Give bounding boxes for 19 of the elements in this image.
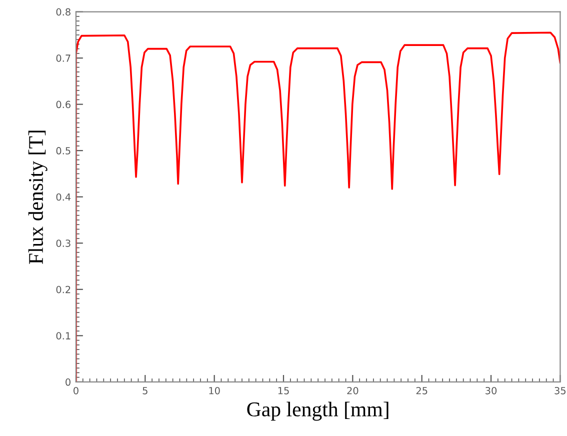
x-tick-label: 15 [278,387,289,394]
x-tick-label: 35 [554,386,566,394]
y-tick-label: 0.6 [56,100,71,108]
x-tick-label: 25 [416,386,428,394]
x-tick-label: 20 [347,386,358,394]
x-tick-label: 10 [209,386,220,394]
x-axis-title: Gap length [mm] [247,402,388,421]
y-tick-label: 0.8 [56,8,70,16]
y-tick-label: 0.4 [56,193,71,201]
y-tick-label: 0.1 [56,332,70,340]
y-tick-label: 0.7 [56,54,70,62]
x-tick-label: 5 [142,387,148,394]
y-tick-label: 0.3 [56,240,70,247]
x-tick-label: 30 [486,386,497,394]
x-tick-label: 0 [74,386,78,394]
y-tick-label: 0 [66,378,70,386]
y-tick-label: 0.5 [56,147,70,154]
y-tick-label: 0.2 [56,286,70,294]
y-axis-title: Flux density [T] [28,130,48,264]
